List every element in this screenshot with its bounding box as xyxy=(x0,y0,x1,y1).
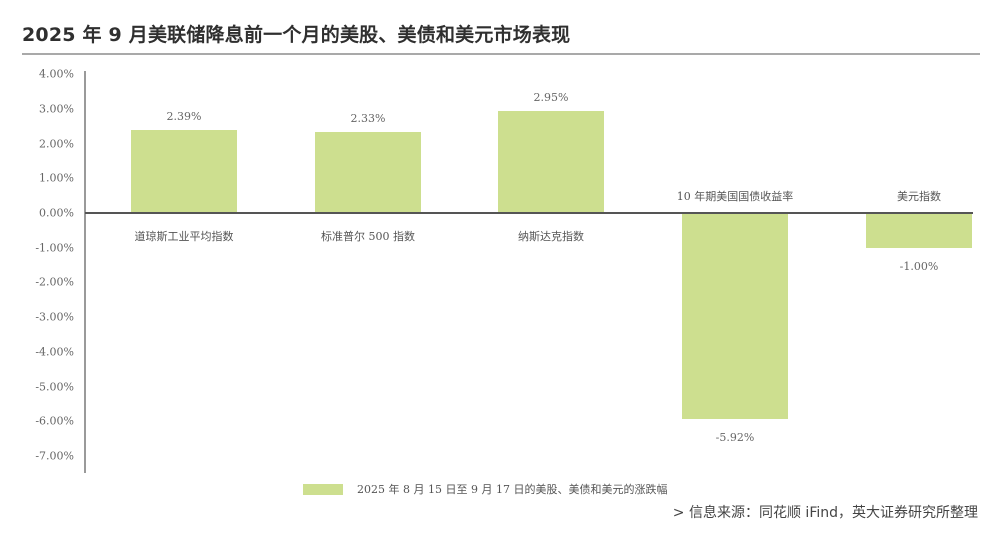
legend-swatch xyxy=(303,483,343,495)
y-tick-label: -1.00% xyxy=(35,241,74,255)
bar xyxy=(682,213,788,419)
category-label: 10 年期美国国债收益率 xyxy=(676,190,794,203)
y-tick-label: -3.00% xyxy=(35,310,74,324)
bar xyxy=(315,132,421,213)
y-tick-label: 4.00% xyxy=(39,67,74,81)
bar-value-label: -1.00% xyxy=(899,259,939,273)
bar xyxy=(131,130,237,213)
y-tick-label: -5.00% xyxy=(35,380,74,394)
category-label: 美元指数 xyxy=(897,190,941,203)
y-tick-label: -7.00% xyxy=(35,449,74,463)
legend: 2025 年 8 月 15 日至 9 月 17 日的美股、美债和美元的涨跌幅 xyxy=(303,481,667,497)
bar-value-label: 2.39% xyxy=(166,110,202,123)
y-tick-label: 1.00% xyxy=(39,171,74,185)
y-tick-label: -4.00% xyxy=(35,345,74,359)
zero-baseline xyxy=(85,212,973,214)
category-label: 标准普尔 500 指数 xyxy=(321,230,415,243)
legend-label: 2025 年 8 月 15 日至 9 月 17 日的美股、美债和美元的涨跌幅 xyxy=(357,483,668,496)
title-divider xyxy=(22,53,980,55)
source-note: > 信息来源：同花顺 iFind，英大证券研究所整理 xyxy=(672,505,978,521)
bar-value-label: 2.33% xyxy=(350,112,386,126)
chart-title: 2025 年 9 月美联储降息前一个月的美股、美债和美元市场表现 xyxy=(22,24,571,46)
y-axis-line xyxy=(84,71,86,473)
category-label: 纳斯达克指数 xyxy=(518,230,584,243)
category-label: 道琼斯工业平均指数 xyxy=(134,230,234,243)
y-tick-label: -6.00% xyxy=(35,414,74,428)
y-tick-label: 3.00% xyxy=(39,102,74,116)
y-tick-label: 0.00% xyxy=(39,206,74,220)
y-tick-label: -2.00% xyxy=(35,275,74,289)
bar-value-label: 2.95% xyxy=(533,90,569,104)
bar xyxy=(866,213,972,248)
bar xyxy=(498,110,604,213)
bar-value-label: -5.92% xyxy=(715,430,755,444)
y-tick-label: 2.00% xyxy=(39,137,74,151)
